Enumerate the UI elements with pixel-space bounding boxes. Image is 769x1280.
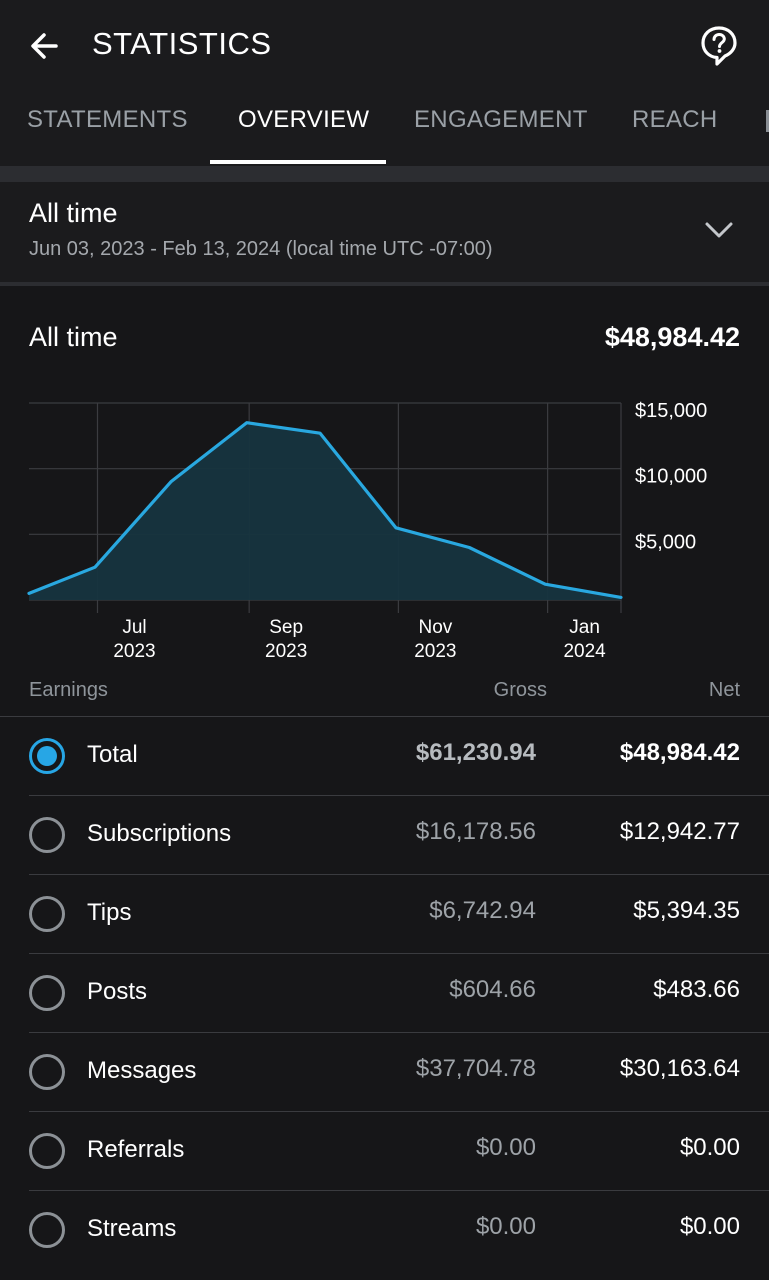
row-net-value: $30,163.64 [619,1055,740,1082]
earnings-row-streams[interactable]: Streams $0.00 $0.00 [0,1190,769,1269]
arrow-left-icon[interactable] [26,26,70,66]
tab-statements[interactable]: STATEMENTS [27,106,188,133]
tab-reach[interactable]: REACH [632,106,718,133]
row-net-value: $0.00 [679,1134,740,1161]
chart-x-tick-label: Jan [569,617,600,638]
earnings-chart: $15,000 $10,000 $5,000 Jul 2023 Sep 2023 Nov 202… [27,400,707,662]
tab-engagement[interactable]: ENGAGEMENT [414,106,588,133]
radio-button[interactable] [29,738,65,774]
divider [0,282,769,286]
chart-y-tick-label: $5,000 [635,531,696,553]
row-gross-value: $37,704.78 [415,1055,536,1082]
page-title: STATISTICS [92,26,272,61]
earnings-row-total[interactable]: Total $61,230.94 $48,984.42 [0,716,769,795]
date-range-title: All time [29,198,118,228]
row-divider [29,874,769,875]
chart-x-tick-label: 2023 [265,641,307,662]
chart-series-area [29,422,621,600]
column-header-net: Net [708,679,740,701]
earnings-row-tips[interactable]: Tips $6,742.94 $5,394.35 [0,874,769,953]
earnings-row-messages[interactable]: Messages $37,704.78 $30,163.64 [0,1032,769,1111]
chevron-down-icon[interactable] [704,220,734,240]
tab-overview[interactable]: OVERVIEW [238,106,370,133]
chart-x-tick-label: Nov [418,617,452,638]
row-label: Total [87,741,138,768]
row-divider [29,1111,769,1112]
active-tab-indicator [210,160,386,164]
row-gross-value: $0.00 [475,1134,536,1161]
row-net-value: $48,984.42 [619,739,740,766]
row-label: Streams [87,1215,177,1242]
row-divider [29,795,769,796]
row-gross-value: $61,230.94 [415,739,536,766]
radio-button[interactable] [29,1133,65,1169]
row-divider [29,1032,769,1033]
chart-x-tick-label: 2023 [414,641,456,662]
column-header-gross: Gross [493,679,547,701]
row-net-value: $12,942.77 [619,818,740,845]
chart-x-tick-label: 2024 [563,641,606,662]
chart-x-tick-label: 2023 [113,641,155,662]
help-circle-icon[interactable] [698,24,740,68]
tab-overflow-edge [766,110,769,132]
row-divider [29,1190,769,1191]
app-bar: STATISTICS [0,0,769,92]
radio-button[interactable] [29,975,65,1011]
radio-button[interactable] [29,817,65,853]
earnings-row-referrals[interactable]: Referrals $0.00 $0.00 [0,1111,769,1190]
radio-button[interactable] [29,1212,65,1248]
divider [0,166,769,182]
earnings-row-posts[interactable]: Posts $604.66 $483.66 [0,953,769,1032]
date-range-subtitle: Jun 03, 2023 - Feb 13, 2024 (local time … [29,238,493,260]
row-label: Posts [87,978,148,1005]
earnings-row-subscriptions[interactable]: Subscriptions $16,178.56 $12,942.77 [0,795,769,874]
row-gross-value: $16,178.56 [415,818,536,845]
chart-y-tick-label: $15,000 [635,400,707,422]
date-range-selector[interactable]: All time Jun 03, 2023 - Feb 13, 2024 (lo… [0,182,769,282]
summary-net-total: $48,984.42 [604,322,740,352]
row-gross-value: $0.00 [475,1213,536,1240]
row-gross-value: $604.66 [449,976,536,1003]
radio-button[interactable] [29,1054,65,1090]
row-gross-value: $6,742.94 [429,897,536,924]
row-label: Subscriptions [87,820,232,847]
row-net-value: $0.00 [679,1213,740,1240]
row-label: Messages [87,1057,197,1084]
chart-series-line [27,421,623,599]
column-header-earnings: Earnings [29,679,108,701]
row-divider [0,716,769,717]
row-net-value: $483.66 [653,976,740,1003]
chart-y-tick-label: $10,000 [635,466,707,488]
radio-button[interactable] [29,896,65,932]
summary-label: All time [29,322,118,352]
chart-x-tick-label: Jul [122,617,146,638]
chart-x-tick-label: Sep [269,617,303,638]
tab-bar: STATEMENTS OVERVIEW ENGAGEMENT REACH [0,92,769,166]
row-net-value: $5,394.35 [633,897,740,924]
row-divider [29,953,769,954]
row-label: Referrals [87,1136,185,1163]
row-label: Tips [87,899,132,926]
